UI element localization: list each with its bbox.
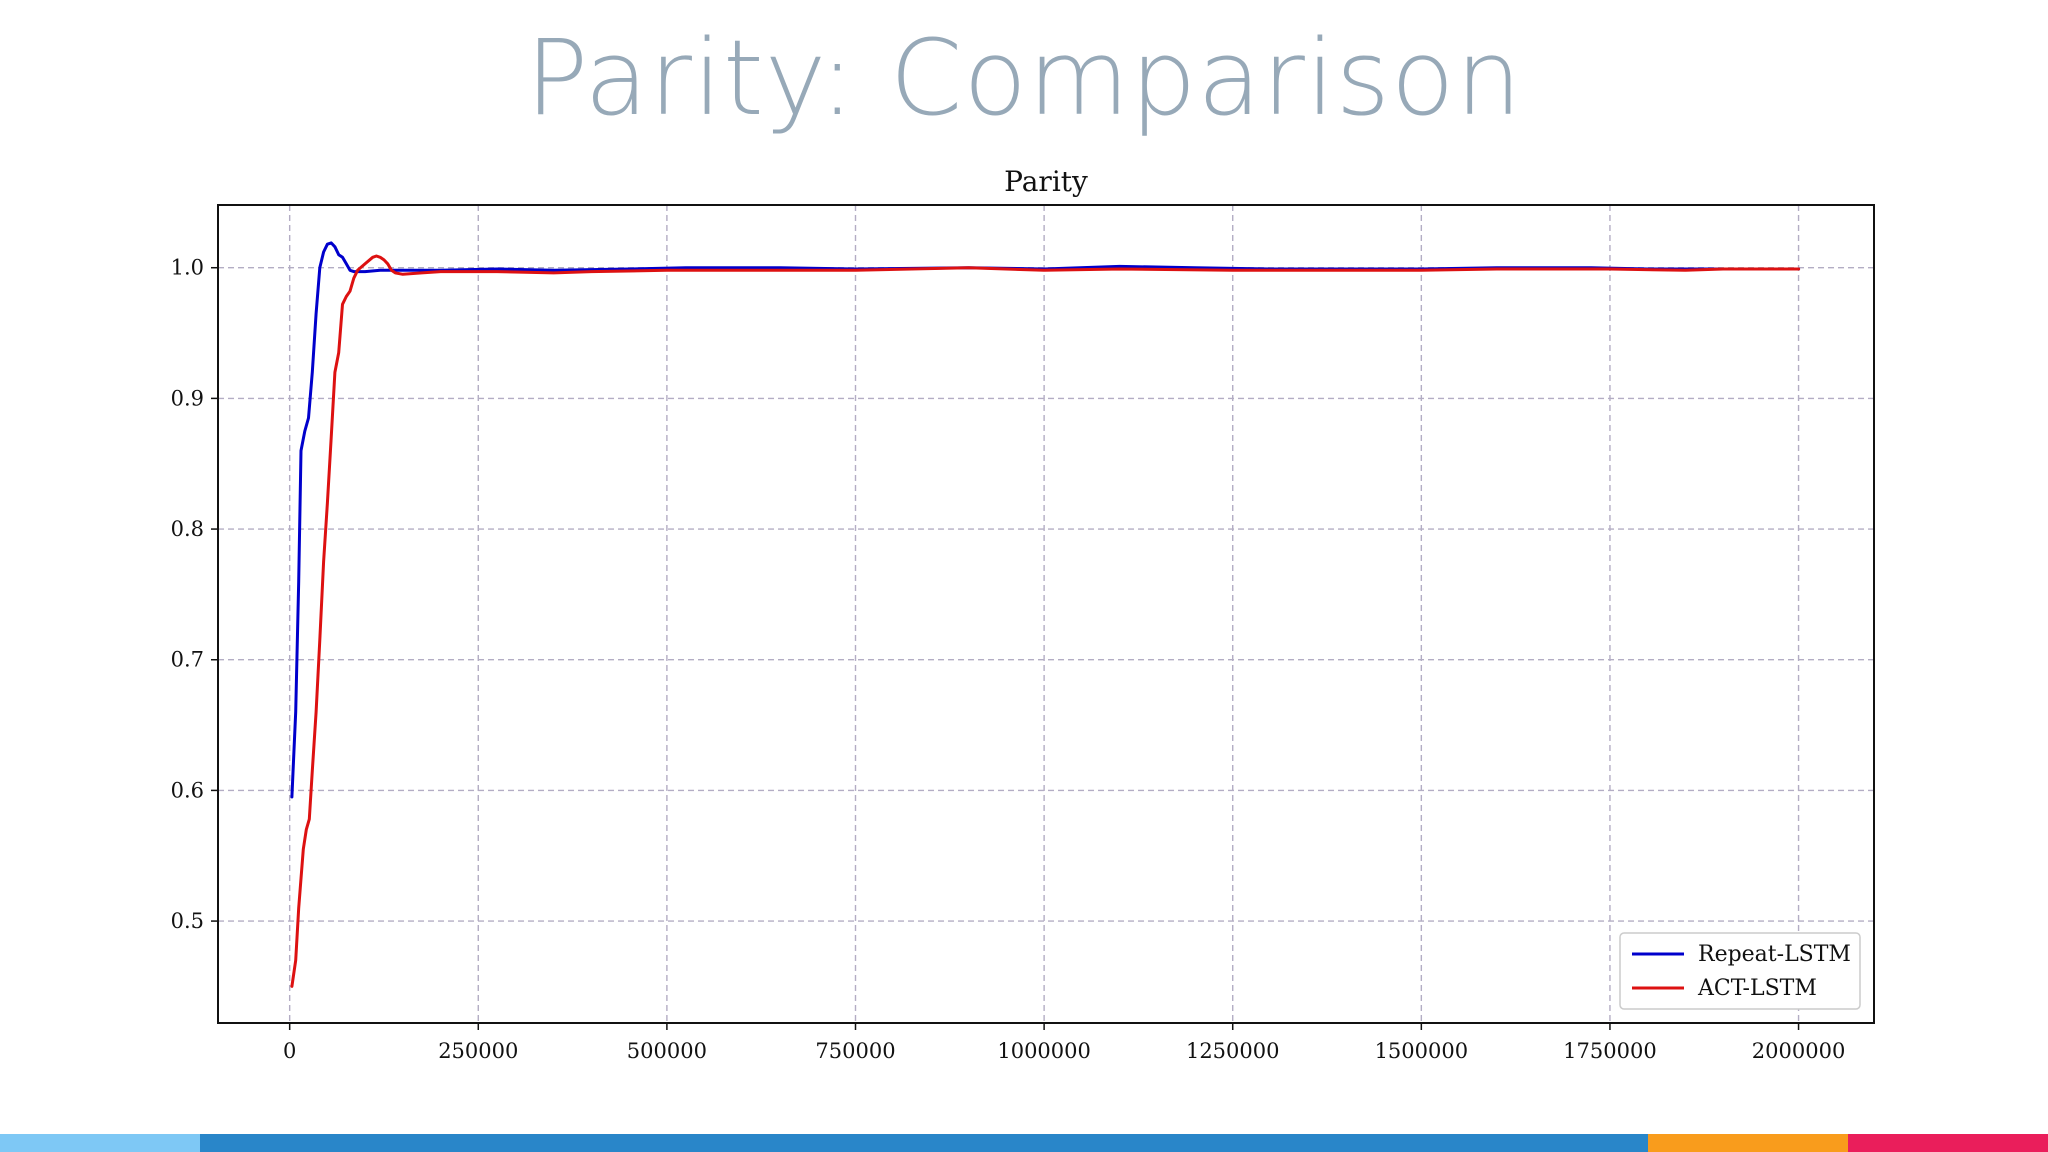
x-tick-label: 2000000 <box>1752 1039 1846 1063</box>
y-tick-label: 1.0 <box>171 256 204 280</box>
slide-title: Parity: Comparison <box>525 17 1523 139</box>
legend-label: Repeat-LSTM <box>1698 942 1851 967</box>
footer-segment <box>1648 1134 1849 1152</box>
footer-segment <box>200 1134 1648 1152</box>
legend-box <box>1619 932 1861 1010</box>
y-tick-label: 0.9 <box>171 386 204 410</box>
footer-segment <box>1848 1134 2048 1152</box>
y-tick-label: 0.8 <box>171 517 204 541</box>
y-tick-label: 0.7 <box>171 648 204 672</box>
x-tick-label: 1250000 <box>1186 1039 1280 1063</box>
x-tick-label: 1500000 <box>1375 1039 1469 1063</box>
y-tick-label: 0.6 <box>171 778 204 802</box>
series-line-act-lstm <box>290 254 1801 988</box>
x-tick-label: 0 <box>283 1039 296 1063</box>
plot-frame <box>217 204 1875 1024</box>
legend-label: ACT-LSTM <box>1697 976 1817 1001</box>
x-tick-label: 500000 <box>627 1039 707 1063</box>
y-tick-label: 0.5 <box>171 909 204 933</box>
x-tick-label: 1000000 <box>997 1039 1091 1063</box>
chart-title: Parity <box>1004 165 1088 198</box>
footer-segment <box>0 1134 201 1152</box>
x-tick-label: 250000 <box>438 1039 518 1063</box>
footer-color-bar <box>0 1134 2048 1152</box>
x-tick-label: 1750000 <box>1563 1039 1657 1063</box>
x-tick-label: 750000 <box>815 1039 895 1063</box>
series-line-repeat-lstm <box>290 241 1801 799</box>
